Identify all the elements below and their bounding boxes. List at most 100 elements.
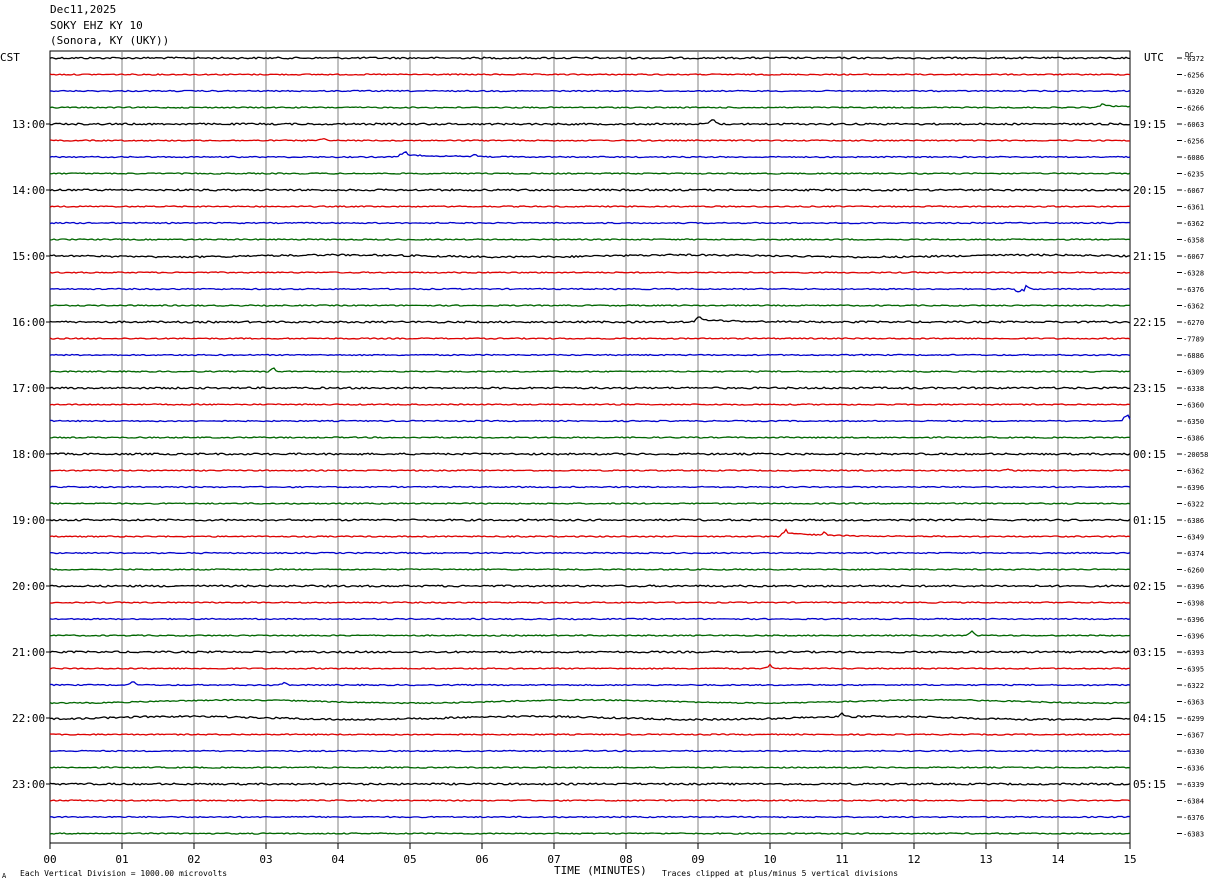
x-tick-label: 12 (907, 853, 920, 866)
seismic-trace (49, 551, 1131, 555)
dc-offset-label: -6322 (1183, 682, 1204, 690)
seismic-trace (49, 137, 1131, 142)
dc-offset-label: -6374 (1183, 550, 1204, 558)
seismic-trace (49, 238, 1131, 241)
seismic-trace (49, 650, 1131, 654)
dc-offset-label: -6376 (1183, 286, 1204, 294)
seismic-trace (49, 528, 1131, 538)
hour-label-utc: 23:15 (1133, 382, 1166, 395)
seismic-trace (49, 681, 1131, 687)
dc-offset-label: -6396 (1183, 616, 1204, 624)
x-tick-label: 10 (763, 853, 776, 866)
dc-offset-label: -6383 (1183, 831, 1204, 839)
x-tick-label: 03 (259, 853, 272, 866)
hour-label-utc: 22:15 (1133, 316, 1166, 329)
dc-offset-label: -6396 (1183, 633, 1204, 641)
dc-offset-label: -6320 (1183, 88, 1204, 96)
scale-note: Each Vertical Division = 1000.00 microvo… (20, 869, 227, 878)
seismic-trace (49, 617, 1131, 621)
grid-lines (46, 50, 1182, 849)
seismic-trace (49, 601, 1131, 604)
seismic-trace (49, 749, 1131, 753)
dc-offset-label: -6336 (1183, 765, 1204, 773)
dc-offset-label: -6886 (1183, 352, 1204, 360)
dc-offset-label: -6386 (1183, 435, 1204, 443)
seismic-trace (49, 73, 1131, 76)
x-tick-label: 14 (1051, 853, 1065, 866)
x-axis-title: TIME (MINUTES) (554, 864, 647, 877)
x-tick-label: 13 (979, 853, 992, 866)
hour-label-cst: 20:00 (12, 580, 45, 593)
seismic-trace (49, 89, 1131, 93)
seismic-trace (49, 103, 1131, 109)
dc-offset-label: -6398 (1183, 600, 1204, 608)
dc-offset-label: -6376 (1183, 814, 1204, 822)
dc-offset-label: -6395 (1183, 666, 1204, 674)
hour-label-cst: 15:00 (12, 250, 45, 263)
seismic-trace (49, 698, 1131, 705)
seismic-trace (49, 766, 1131, 769)
seismic-trace (49, 172, 1131, 175)
x-tick-label: 07 (547, 853, 560, 866)
dc-offset-label: -6349 (1183, 534, 1204, 542)
hour-label-utc: 04:15 (1133, 712, 1166, 725)
x-tick-label: 06 (475, 853, 488, 866)
dc-offset-label: -6256 (1183, 72, 1204, 80)
header-station: SOKY EHZ KY 10 (50, 19, 143, 32)
seismic-trace (49, 452, 1131, 456)
seismic-trace (49, 782, 1131, 786)
hour-label-utc: 02:15 (1133, 580, 1166, 593)
seismic-trace (49, 304, 1131, 307)
seismic-trace (49, 353, 1131, 357)
x-tick-label: 00 (43, 853, 56, 866)
clip-note: Traces clipped at plus/minus 5 vertical … (662, 869, 898, 878)
seismic-trace (49, 712, 1131, 722)
seismic-trace (49, 815, 1131, 819)
seismic-trace (49, 733, 1131, 736)
dc-offset-label: -6339 (1183, 781, 1204, 789)
seismic-trace (49, 485, 1131, 489)
seismic-trace (49, 568, 1131, 571)
dc-offset-label: -6260 (1183, 567, 1204, 575)
seismic-trace (49, 151, 1131, 159)
x-tick-label: 08 (619, 853, 632, 866)
dc-offset-label: -6330 (1183, 748, 1204, 756)
seismic-trace (49, 205, 1131, 208)
hour-label-cst: 17:00 (12, 382, 45, 395)
seismic-trace (49, 367, 1131, 373)
left-zone-label: CST (0, 51, 20, 64)
right-zone-label: UTC (1144, 51, 1164, 64)
x-tick-label: 09 (691, 853, 704, 866)
seismic-trace (49, 284, 1131, 293)
hour-label-cst: 21:00 (12, 646, 45, 659)
dc-offset-label: -6309 (1183, 369, 1204, 377)
x-tick-label: 15 (1123, 853, 1136, 866)
dc-offset-label: -6396 (1183, 583, 1204, 591)
dc-offset-label: -6363 (1183, 699, 1204, 707)
dc-offset-label: -6270 (1183, 319, 1204, 327)
header-location: (Sonora, KY (UKY)) (50, 34, 170, 47)
x-tick-label: 11 (835, 853, 848, 866)
seismic-trace (49, 502, 1131, 505)
dc-offset-label: -7789 (1183, 336, 1204, 344)
hour-label-cst: 23:00 (12, 778, 45, 791)
hour-label-cst: 18:00 (12, 448, 45, 461)
x-tick-label: 02 (187, 853, 200, 866)
hour-label-utc: 20:15 (1133, 184, 1166, 197)
plot-frame (49, 50, 1131, 844)
corner-mark: A (2, 872, 7, 880)
seismic-trace (49, 253, 1131, 259)
seismic-trace (49, 271, 1131, 274)
dc-offset-label: -6063 (1183, 121, 1204, 129)
hour-label-cst: 16:00 (12, 316, 45, 329)
dc-offset-label: -6067 (1183, 253, 1204, 261)
hour-label-utc: 21:15 (1133, 250, 1166, 263)
seismic-trace (49, 436, 1131, 439)
dc-label: DC (1185, 51, 1193, 59)
hour-label-cst: 19:00 (12, 514, 45, 527)
hour-label-cst: 22:00 (12, 712, 45, 725)
hour-label-utc: 00:15 (1133, 448, 1166, 461)
hour-label-cst: 13:00 (12, 118, 45, 131)
hour-label-utc: 03:15 (1133, 646, 1166, 659)
header-date: Dec11,2025 (50, 3, 117, 16)
